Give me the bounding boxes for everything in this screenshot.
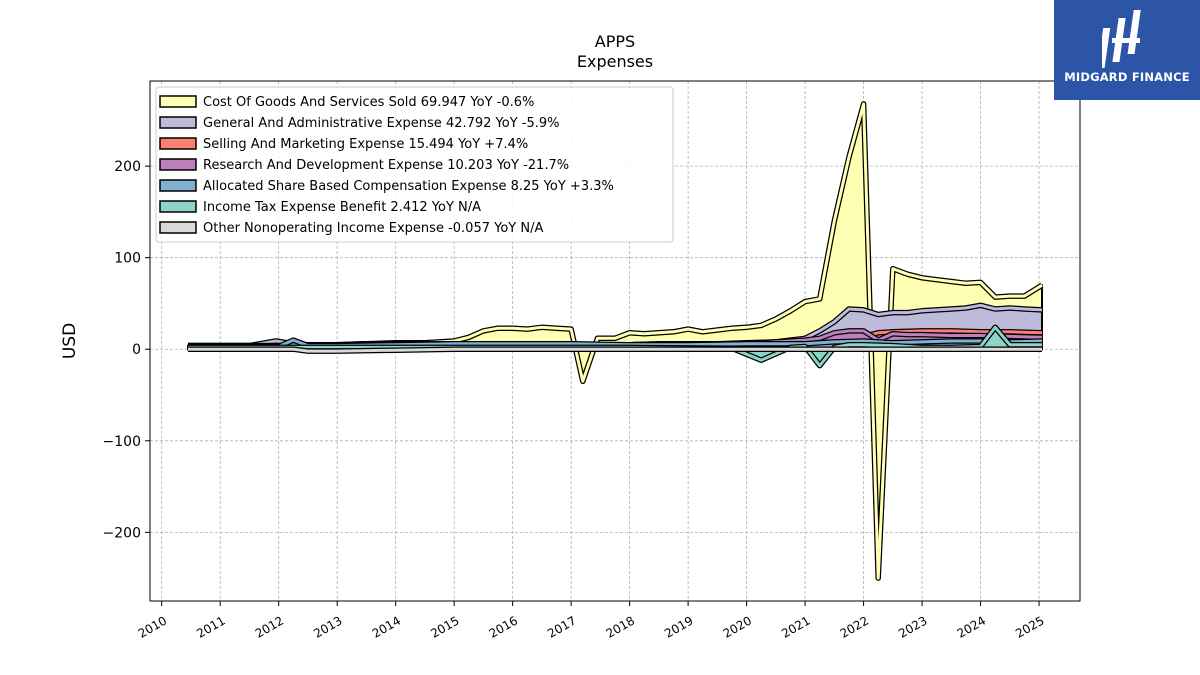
series-areas [187,101,1044,581]
legend-entry: Cost Of Goods And Services Sold 69.947 Y… [203,95,534,110]
x-tick-label: 2014 [370,613,403,640]
x-tick-label: 2019 [662,613,695,640]
x-tick-label: 2018 [604,613,637,640]
x-tick-label: 2011 [194,613,227,640]
y-axis: −200 −100 0 100 200 [103,159,150,541]
series-line-6 [188,347,1042,353]
x-tick-label: 2025 [1013,613,1046,640]
midgard-finance-logo: MIDGARD FINANCE [1054,0,1200,100]
x-tick-label: 2021 [779,613,812,640]
plot-frame [149,80,1081,602]
logo-brand-text: MIDGARD FINANCE [1064,70,1190,84]
y-tick-label: 200 [114,159,141,175]
legend-entry: Research And Development Expense 10.203 … [203,158,569,173]
chart-title: APPS [595,32,635,51]
legend-box [155,86,674,243]
legend-entry: General And Administrative Expense 42.79… [203,116,560,131]
legend-swatch [159,158,197,171]
legend-swatch [159,116,197,129]
y-tick-label: −200 [103,525,141,541]
chart-subtitle: Expenses [577,52,653,71]
x-tick-label: 2022 [838,613,871,640]
series-line-4 [188,338,1043,348]
x-tick-label: 2016 [487,613,520,640]
legend: Cost Of Goods And Services Sold 69.947 Y… [155,86,674,243]
y-axis-label: USD [60,323,80,359]
legend-entry: Income Tax Expense Benefit 2.412 YoY N/A [203,200,481,215]
x-tick-label: 2020 [721,613,754,640]
legend-swatch [159,95,197,108]
midgard-logo-icon [1102,10,1141,68]
x-tick-label: 2010 [136,613,169,640]
x-tick-label: 2012 [253,613,286,640]
legend-swatch [159,137,197,150]
legend-entry: Selling And Marketing Expense 15.494 YoY… [203,137,528,152]
legend-entry: Other Nonoperating Income Expense -0.057… [203,221,543,236]
x-tick-label: 2015 [428,613,461,640]
x-tick-label: 2024 [955,613,988,640]
x-tick-label: 2017 [545,613,578,640]
legend-swatch [159,221,197,234]
y-tick-label: 0 [132,342,141,358]
x-tick-label: 2023 [896,613,929,640]
legend-swatch [159,179,197,192]
y-tick-label: −100 [103,434,141,450]
y-tick-label: 100 [114,251,141,267]
legend-entry: Allocated Share Based Compensation Expen… [203,179,614,194]
legend-swatch [159,200,197,213]
x-tick-label: 2013 [311,613,344,640]
x-axis: 2010 2011 2012 2013 2014 2015 2016 2017 2018 2019… [136,601,1047,641]
